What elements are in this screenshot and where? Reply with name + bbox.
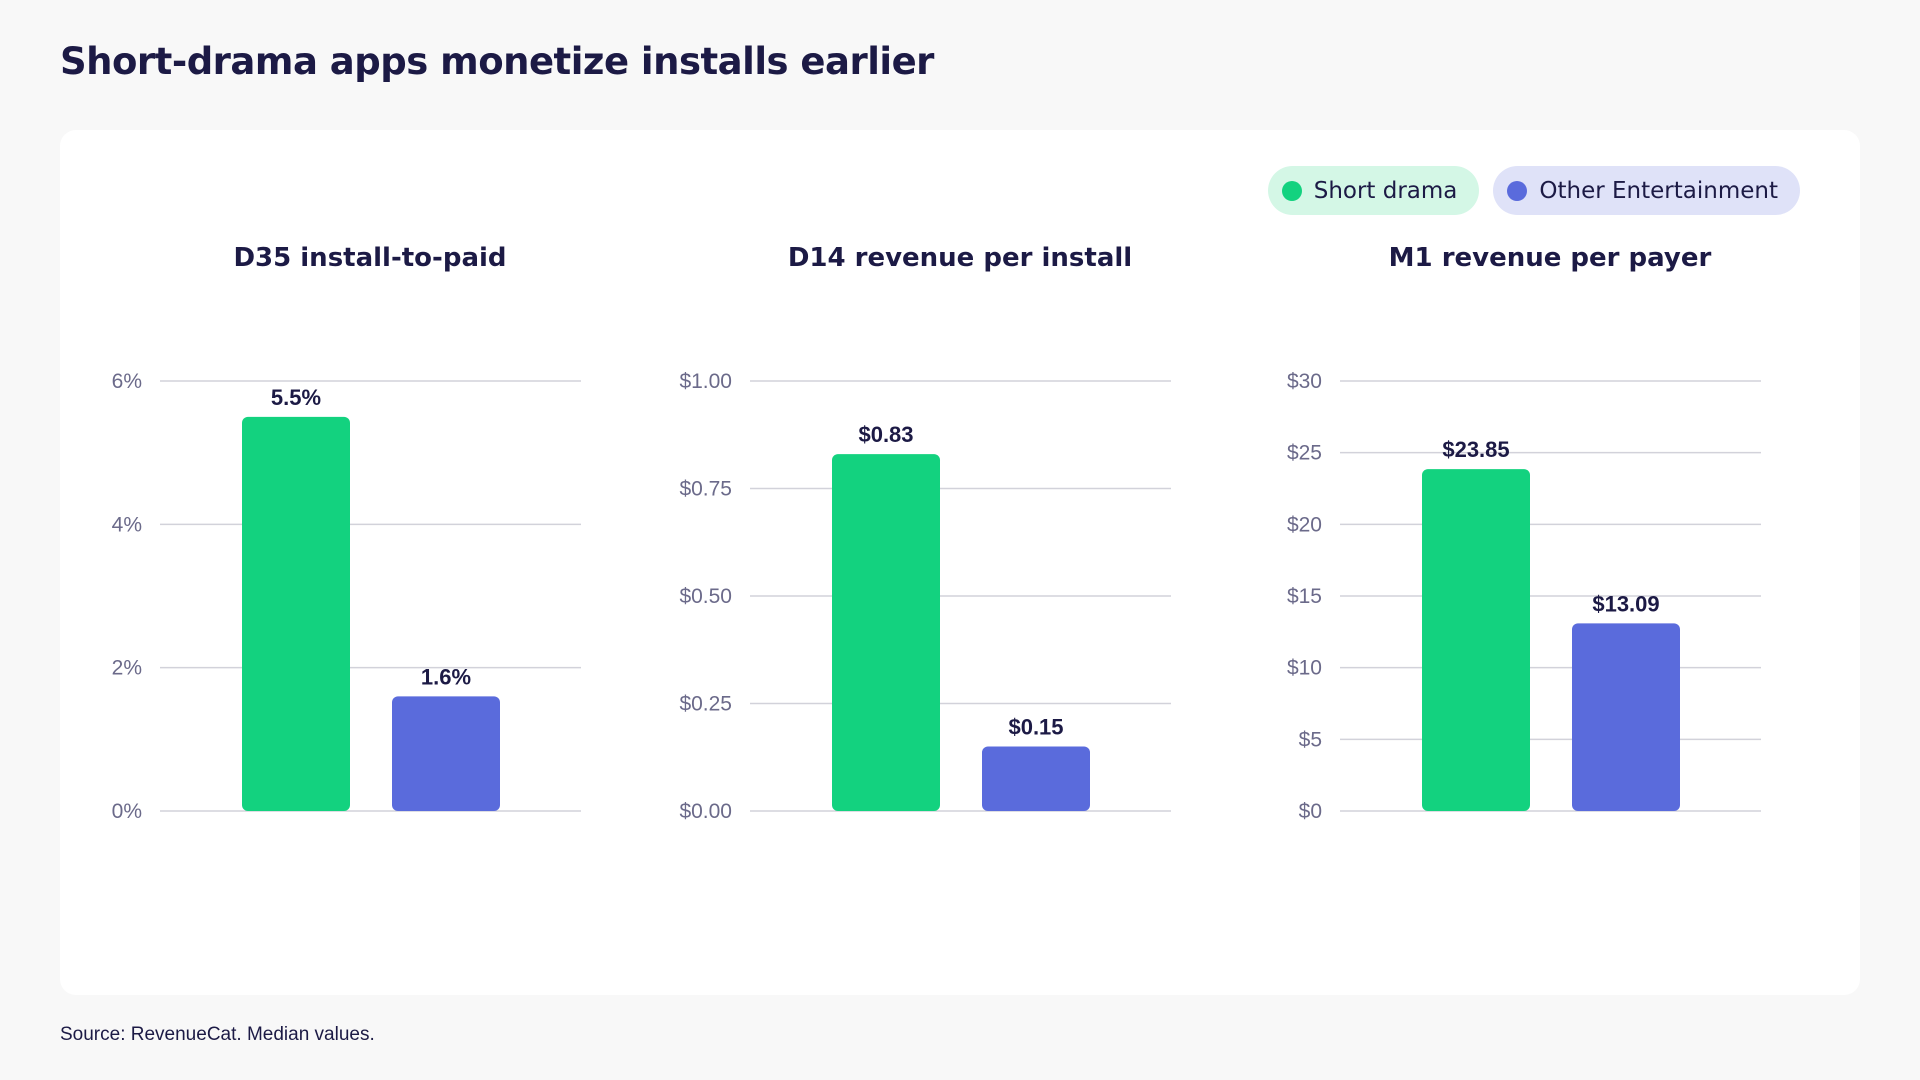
data-label: 5.5% [271,385,321,410]
y-tick-label: $0.50 [679,585,732,608]
legend-swatch-short-drama [1281,180,1302,201]
y-tick-label: 0% [112,800,142,823]
bar [1572,623,1680,811]
data-label: $0.83 [858,422,913,447]
y-tick-label: $30 [1287,370,1322,393]
data-label: $13.09 [1592,591,1659,616]
legend-label-other-entertainment: Other Entertainment [1539,177,1778,204]
legend-swatch-other-entertainment [1507,180,1528,201]
y-tick-label: $0.00 [679,800,732,823]
y-tick-label: 4% [112,513,142,536]
bar [1422,469,1530,811]
legend: Short drama Other Entertainment [1267,166,1800,215]
chart-title-d35: D35 install-to-paid [233,243,507,273]
y-tick-label: $5 [1299,728,1322,751]
page-title: Short-drama apps monetize installs earli… [60,40,934,83]
bar [392,696,500,811]
chart-title-m1: M1 revenue per payer [1388,243,1712,273]
legend-item-other-entertainment: Other Entertainment [1493,166,1800,215]
y-tick-label: $0.25 [679,693,732,716]
chart-title-d14: D14 revenue per install [787,243,1133,273]
y-tick-label: $0.75 [679,478,732,501]
chart-d14-revenue-per-install: $0.00 $0.25 $0.50 $0.75 $1.00 $0.83 $0.15 [679,370,1171,823]
chart-m1-revenue-per-payer: $0 $5 $10 $15 $20 $25 $30 $23.85 $13.09 [1287,370,1761,823]
bar [982,746,1090,811]
data-label: 1.6% [421,664,471,689]
chart-card: Short drama Other Entertainment D35 inst… [60,130,1860,995]
source-note: Source: RevenueCat. Median values. [60,1024,375,1045]
y-tick-label: $25 [1287,442,1322,465]
y-tick-label: 6% [112,370,142,393]
legend-item-short-drama: Short drama [1267,166,1480,215]
y-tick-label: $0 [1299,800,1322,823]
bar [242,416,350,811]
y-tick-label: 2% [112,657,142,680]
legend-label-short-drama: Short drama [1313,177,1458,204]
y-tick-label: $10 [1287,657,1322,680]
chart-d35-install-to-paid: 0% 2% 4% 6% 5.5% 1.6% [112,370,581,823]
data-label: $23.85 [1442,437,1509,462]
y-tick-label: $1.00 [679,370,732,393]
data-label: $0.15 [1008,715,1063,740]
bar [832,454,940,811]
y-tick-label: $15 [1287,585,1322,608]
y-tick-label: $20 [1287,513,1322,536]
